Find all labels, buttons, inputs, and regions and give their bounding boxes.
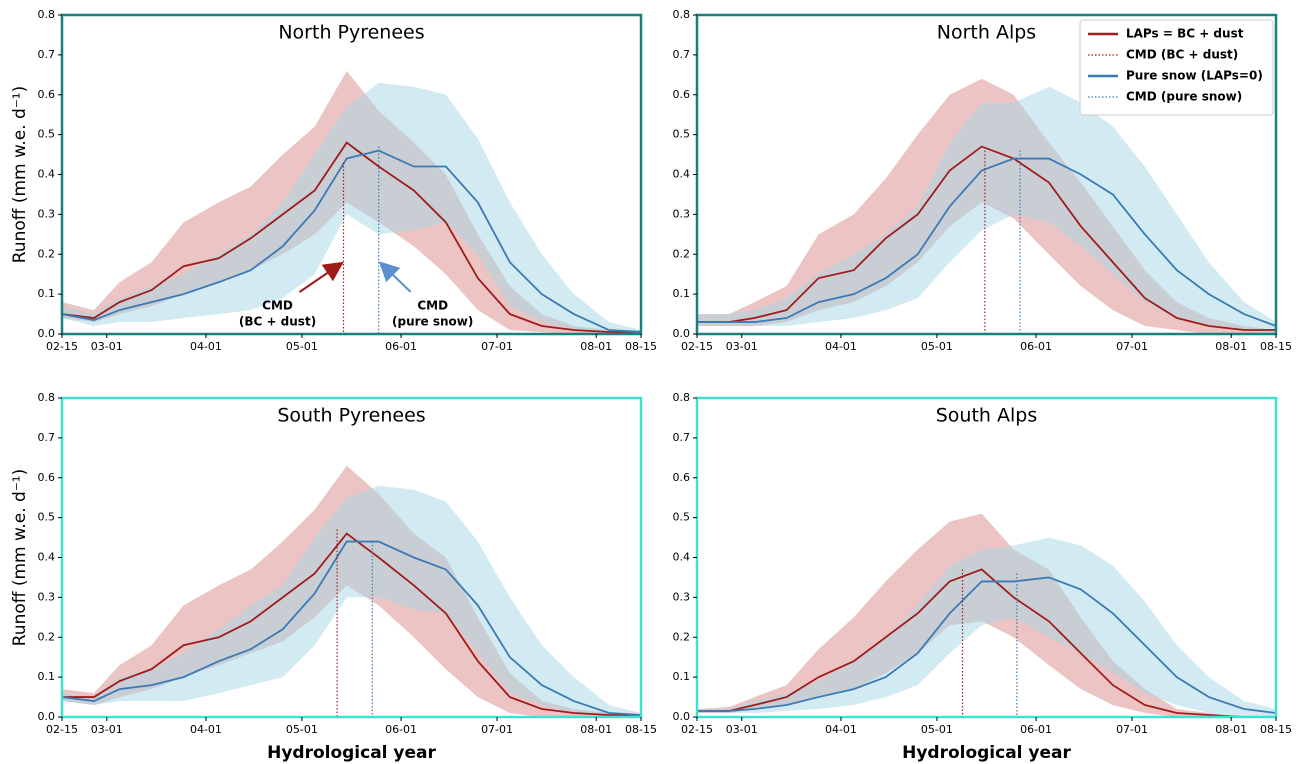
y-tick-label: 0.6: [38, 471, 56, 484]
legend-label: LAPs = BC + dust: [1126, 27, 1244, 41]
y-tick-label: 0.3: [38, 207, 56, 220]
annotation: CMD: [262, 299, 293, 313]
y-tick-label: 0.4: [38, 168, 56, 181]
x-tick-label: 02-15: [46, 723, 78, 736]
y-tick-label: 0.7: [673, 431, 691, 444]
x-tick-label: 08-01: [1215, 340, 1247, 353]
y-tick-label: 0.5: [673, 511, 691, 524]
x-tick-label: 05-01: [286, 340, 318, 353]
y-tick-label: 0.2: [673, 630, 691, 643]
x-tick-label: 07-01: [1116, 723, 1148, 736]
y-tick-label: 0.0: [38, 327, 56, 340]
y-tick-label: 0.1: [38, 670, 56, 683]
x-tick-label: 03-01: [726, 723, 758, 736]
runoff-line: [62, 532, 641, 716]
y-tick-label: 0.8: [673, 391, 691, 404]
y-tick-label: 0.8: [38, 391, 56, 404]
runoff-line: [61, 149, 642, 333]
panel-title: South Alps: [936, 405, 1038, 427]
x-tick-label: 08-01: [1215, 723, 1247, 736]
y-tick-label: 0.7: [38, 431, 56, 444]
x-tick-label: 08-01: [580, 723, 612, 736]
y-tick-label: 0.7: [673, 48, 691, 61]
uncertainty-band: [697, 537, 1276, 717]
y-axis-label: Runoff (mm w.e. d⁻¹): [10, 469, 30, 647]
x-tick-label: 02-15: [46, 340, 78, 353]
x-tick-label: 02-15: [681, 723, 713, 736]
y-tick-label: 0.7: [38, 48, 56, 61]
y-tick-label: 0.0: [673, 710, 691, 723]
x-axis-label: Hydrological year: [902, 743, 1071, 763]
runoff-line: [697, 576, 1277, 714]
x-tick-label: 07-01: [481, 340, 513, 353]
y-tick-label: 0.1: [38, 287, 56, 300]
annotation-arrow: [298, 261, 344, 293]
y-tick-label: 0.4: [38, 551, 56, 564]
y-tick-label: 0.8: [38, 8, 56, 21]
legend-box: [1079, 19, 1274, 116]
x-tick-label: 06-01: [385, 723, 417, 736]
x-axis-label: Hydrological year: [267, 743, 436, 763]
legend-label: CMD (BC + dust): [1126, 48, 1238, 62]
runoff-line: [61, 540, 642, 716]
y-axis-label: Runoff (mm w.e. d⁻¹): [10, 86, 30, 264]
x-tick-label: 03-01: [726, 340, 758, 353]
uncertainty-band: [62, 485, 641, 717]
y-tick-label: 0.6: [673, 471, 691, 484]
y-tick-label: 0.3: [673, 207, 691, 220]
y-tick-label: 0.5: [38, 128, 56, 141]
y-tick-label: 0.0: [38, 710, 56, 723]
x-tick-label: 03-01: [91, 723, 123, 736]
y-tick-label: 0.1: [673, 670, 691, 683]
runoff-line: [697, 568, 1276, 718]
x-tick-label: 06-01: [385, 340, 417, 353]
y-tick-label: 0.5: [673, 128, 691, 141]
uncertainty-band: [62, 82, 641, 334]
y-tick-label: 0.6: [38, 88, 56, 101]
x-tick-label: 07-01: [481, 723, 513, 736]
y-tick-label: 0.3: [673, 590, 691, 603]
x-tick-label: 08-15: [625, 340, 657, 353]
y-tick-label: 0.5: [38, 511, 56, 524]
x-tick-label: 08-15: [625, 723, 657, 736]
annotation: (BC + dust): [239, 315, 316, 329]
x-tick-label: 05-01: [286, 723, 318, 736]
y-tick-label: 0.2: [38, 630, 56, 643]
y-tick-label: 0.4: [673, 168, 691, 181]
x-tick-label: 05-01: [921, 340, 953, 353]
y-tick-label: 0.2: [38, 247, 56, 260]
x-tick-label: 08-15: [1260, 340, 1292, 353]
x-tick-label: 08-01: [580, 340, 612, 353]
y-tick-label: 0.2: [673, 247, 691, 260]
x-tick-label: 08-15: [1260, 723, 1292, 736]
x-tick-label: 03-01: [91, 340, 123, 353]
x-tick-label: 06-01: [1020, 723, 1052, 736]
x-tick-label: 06-01: [1020, 340, 1052, 353]
y-tick-label: 0.0: [673, 327, 691, 340]
x-tick-label: 04-01: [190, 340, 222, 353]
panel-title: South Pyrenees: [277, 405, 425, 427]
y-tick-label: 0.1: [673, 287, 691, 300]
x-tick-label: 04-01: [825, 340, 857, 353]
annotation: (pure snow): [392, 315, 473, 329]
y-tick-label: 0.3: [38, 590, 56, 603]
panel-title: North Pyrenees: [278, 22, 424, 44]
y-tick-label: 0.6: [673, 88, 691, 101]
x-tick-label: 02-15: [681, 340, 713, 353]
annotation-arrow: [378, 261, 412, 293]
x-tick-label: 07-01: [1116, 340, 1148, 353]
y-tick-label: 0.8: [673, 8, 691, 21]
runoff-line: [61, 141, 641, 333]
runoff-line: [697, 145, 1276, 331]
x-tick-label: 04-01: [825, 723, 857, 736]
runoff-line: [697, 157, 1277, 327]
legend-label: CMD (pure snow): [1126, 90, 1242, 104]
legend-label: Pure snow (LAPs=0): [1126, 69, 1263, 83]
x-tick-label: 05-01: [921, 723, 953, 736]
panel-title: North Alps: [937, 22, 1036, 44]
x-tick-label: 04-01: [190, 723, 222, 736]
y-tick-label: 0.4: [673, 551, 691, 564]
annotation: CMD: [417, 299, 448, 313]
